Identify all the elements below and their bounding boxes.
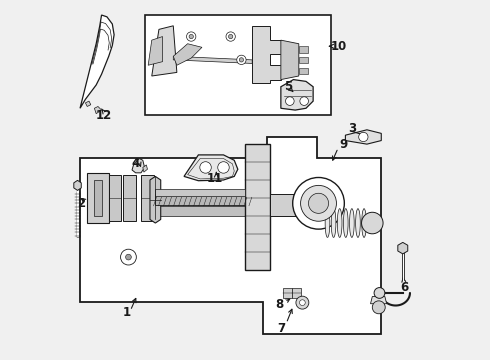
Ellipse shape (356, 209, 360, 237)
Polygon shape (155, 189, 245, 196)
Ellipse shape (343, 209, 348, 237)
Polygon shape (292, 288, 300, 298)
Bar (299, 68, 308, 74)
Circle shape (189, 35, 194, 39)
Circle shape (218, 162, 229, 173)
Ellipse shape (325, 209, 330, 237)
Polygon shape (281, 40, 299, 80)
Polygon shape (252, 26, 281, 83)
Polygon shape (74, 180, 81, 190)
Circle shape (187, 32, 196, 41)
Polygon shape (148, 37, 163, 65)
Bar (299, 57, 308, 63)
Text: 6: 6 (400, 281, 409, 294)
Text: 8: 8 (275, 298, 283, 311)
Circle shape (239, 58, 244, 62)
Polygon shape (184, 155, 238, 181)
Circle shape (359, 132, 368, 141)
Polygon shape (398, 242, 408, 254)
Bar (145, 15, 331, 116)
Polygon shape (345, 130, 381, 144)
Circle shape (374, 288, 385, 298)
Polygon shape (80, 15, 114, 108)
Circle shape (121, 249, 136, 265)
Circle shape (228, 35, 233, 39)
Polygon shape (85, 101, 91, 107)
Circle shape (237, 55, 246, 64)
Text: 2: 2 (77, 197, 85, 210)
Polygon shape (152, 191, 252, 198)
Polygon shape (95, 180, 101, 216)
Circle shape (293, 177, 344, 229)
Circle shape (309, 193, 329, 213)
Polygon shape (152, 205, 252, 216)
Polygon shape (173, 56, 252, 63)
Polygon shape (150, 176, 161, 223)
Polygon shape (143, 165, 147, 172)
Circle shape (125, 254, 131, 260)
Polygon shape (245, 144, 270, 270)
Circle shape (362, 212, 383, 234)
Circle shape (226, 32, 235, 41)
Circle shape (372, 301, 385, 314)
Text: 5: 5 (284, 80, 292, 93)
Circle shape (300, 185, 337, 221)
Text: 3: 3 (348, 122, 357, 135)
Text: 9: 9 (340, 138, 348, 150)
Ellipse shape (331, 209, 336, 237)
Circle shape (200, 162, 211, 173)
Bar (299, 46, 308, 53)
Text: 4: 4 (131, 157, 140, 170)
Polygon shape (370, 297, 387, 304)
Polygon shape (281, 80, 313, 110)
Polygon shape (95, 107, 101, 114)
Ellipse shape (362, 209, 367, 237)
Polygon shape (283, 288, 292, 298)
Text: 10: 10 (331, 40, 347, 53)
Polygon shape (152, 26, 177, 76)
Polygon shape (270, 194, 317, 216)
Text: 7: 7 (277, 322, 285, 335)
Ellipse shape (337, 209, 342, 237)
Polygon shape (152, 197, 252, 206)
Circle shape (300, 97, 309, 105)
Polygon shape (80, 137, 381, 334)
Polygon shape (109, 175, 122, 221)
Polygon shape (141, 175, 153, 221)
Polygon shape (173, 44, 202, 65)
Polygon shape (123, 175, 136, 221)
Circle shape (286, 97, 294, 105)
Polygon shape (87, 173, 109, 223)
Text: 12: 12 (95, 109, 111, 122)
Text: 1: 1 (122, 306, 131, 319)
Text: 11: 11 (206, 172, 222, 185)
Polygon shape (132, 158, 145, 173)
Ellipse shape (349, 209, 354, 237)
Circle shape (299, 300, 305, 306)
Circle shape (296, 296, 309, 309)
Polygon shape (155, 194, 245, 205)
